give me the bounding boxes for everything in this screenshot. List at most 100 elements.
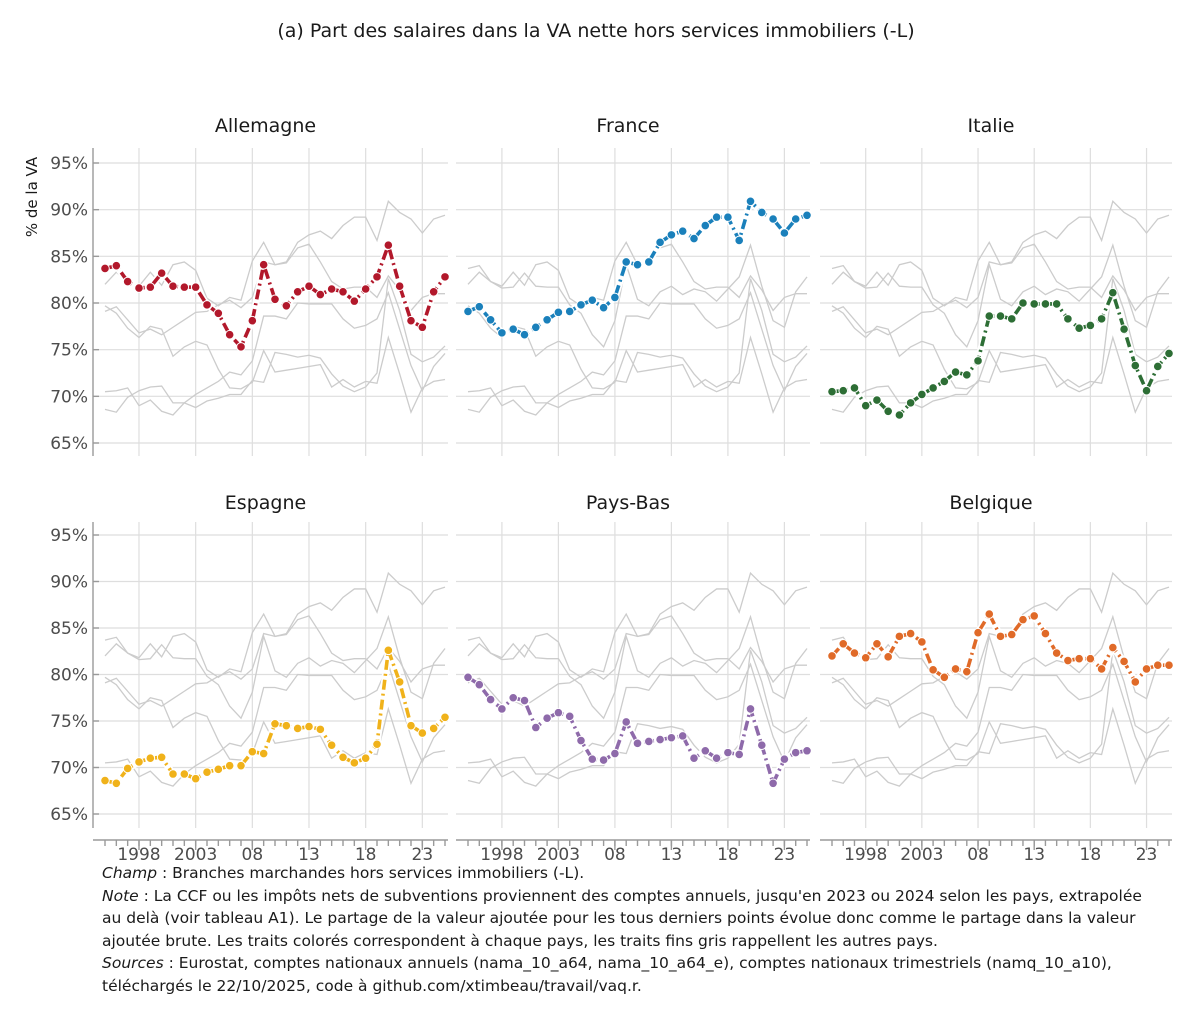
y-axis-label: % de la VA [23, 156, 41, 237]
data-point [905, 628, 916, 639]
sources-text: : Eurostat, comptes nationaux annuels (n… [102, 954, 1112, 995]
background-series-espagne [831, 278, 1170, 413]
data-point [973, 356, 983, 366]
data-point [1063, 655, 1073, 666]
data-point [156, 268, 167, 278]
data-point [1029, 299, 1039, 309]
data-point [1119, 656, 1129, 667]
y-tick-label: 85% [50, 619, 88, 639]
facet-pays-bas: Pays-Bas 1998 2003 08 13 18 23 [456, 492, 812, 860]
y-tick-label: 90% [50, 573, 88, 593]
data-point [236, 342, 246, 352]
y-tick-label: 80% [50, 294, 88, 314]
data-point [519, 329, 530, 340]
data-point [883, 652, 893, 662]
data-point [950, 664, 961, 674]
data-point [1108, 287, 1118, 298]
x-tick-label: 2003 [900, 845, 943, 860]
data-point [1141, 385, 1152, 396]
data-point [508, 692, 519, 703]
x-tick-label: 23 [1136, 845, 1158, 860]
faceted-line-chart: (a) Part des salaires dans la VA nette h… [23, 20, 1174, 860]
data-point [917, 389, 927, 400]
data-point [1152, 660, 1163, 671]
data-point [894, 631, 905, 642]
data-point [463, 306, 473, 317]
background-series-pays-bas [831, 676, 1170, 786]
data-point [417, 728, 428, 738]
data-point [122, 763, 133, 774]
data-point [973, 627, 983, 638]
data-point [428, 723, 439, 734]
champ-text: : Branches marchandes hors services immo… [157, 864, 585, 882]
x-tick-label: 18 [717, 845, 739, 860]
data-point [838, 639, 849, 649]
data-point [474, 301, 485, 312]
data-point [894, 410, 905, 420]
facet-allemagne: Allemagne 65% 70% 75% 80% 85% 90% 95% [50, 115, 450, 456]
data-point [1029, 611, 1039, 621]
data-point [1063, 314, 1073, 324]
facet-france: France [456, 115, 812, 456]
chart-title: (a) Part des salaires dans la VA nette h… [277, 20, 914, 42]
data-point [213, 308, 224, 319]
data-point [394, 677, 405, 687]
data-point [1040, 299, 1051, 309]
data-point [1119, 324, 1129, 334]
data-point [247, 746, 258, 757]
data-point [519, 695, 530, 706]
data-point [610, 748, 620, 759]
data-point [1164, 660, 1174, 671]
data-point [700, 220, 711, 231]
data-point [962, 666, 972, 677]
data-point [372, 739, 382, 750]
data-point [440, 712, 450, 723]
data-point [270, 294, 280, 305]
facet-title: Espagne [225, 492, 306, 514]
data-point [779, 228, 790, 238]
data-point [790, 747, 801, 758]
data-point [202, 767, 212, 777]
data-point [984, 311, 995, 321]
data-point [632, 259, 643, 270]
y-tick-label: 85% [50, 247, 88, 267]
data-point [768, 214, 778, 224]
background-series-belgique [467, 240, 807, 312]
background-series-italie [467, 290, 808, 416]
data-point [338, 287, 348, 297]
data-point [757, 207, 767, 218]
data-point [860, 400, 871, 411]
data-point [383, 240, 394, 250]
data-point [1152, 361, 1163, 372]
data-point [621, 257, 632, 267]
data-point [1141, 664, 1152, 674]
facet-title: Italie [968, 115, 1015, 137]
data-point [247, 315, 258, 326]
data-point [872, 395, 882, 405]
data-point [394, 281, 405, 292]
data-point [134, 757, 144, 767]
data-point [292, 723, 303, 734]
x-tick-label: 1998 [117, 845, 160, 860]
data-point [883, 406, 893, 417]
data-point [1006, 629, 1017, 640]
x-tick-label: 13 [298, 845, 320, 860]
y-tick-label: 90% [50, 201, 88, 221]
chart-notes: Champ : Branches marchandes hors service… [102, 862, 1162, 997]
data-point [802, 745, 812, 756]
data-point [849, 648, 860, 658]
background-series-pays-bas [104, 305, 446, 415]
data-point [827, 651, 837, 661]
background-series-espagne [104, 278, 446, 413]
data-point [711, 212, 722, 222]
data-point [553, 307, 564, 318]
x-tick-label: 08 [242, 845, 264, 860]
data-point [542, 315, 552, 325]
data-point [734, 749, 745, 760]
background-series-allemagne [831, 614, 1170, 720]
background-series-belgique [467, 612, 807, 684]
data-point [711, 753, 722, 764]
data-point [338, 752, 348, 763]
background-series-belgique [104, 240, 445, 312]
x-tick-label: 08 [967, 845, 989, 860]
